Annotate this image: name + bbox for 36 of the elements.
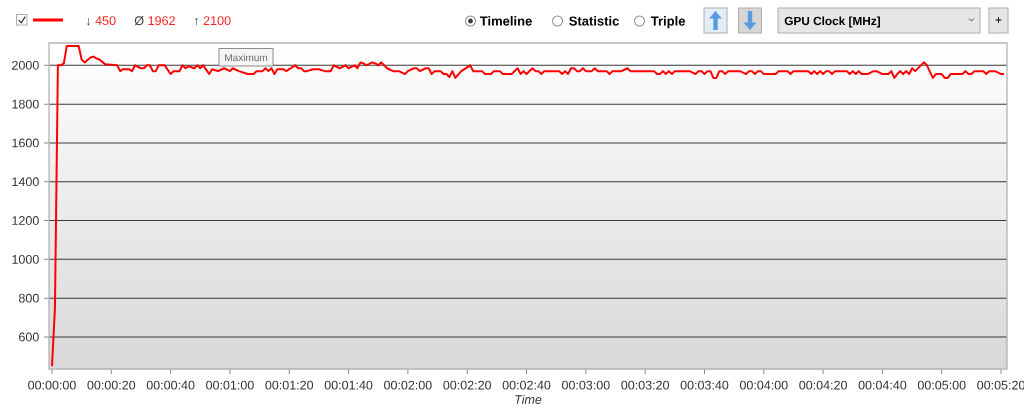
x-tick-label: 00:01:00 [206, 380, 254, 390]
x-tick-label: 00:00:20 [87, 380, 136, 390]
y-tick-label: 1400 [12, 177, 39, 187]
x-tick-label: 00:00:40 [146, 380, 195, 390]
y-tick-label: 1800 [12, 99, 39, 109]
y-tick-label: 600 [19, 332, 39, 342]
x-tick-label: 00:05:20 [977, 380, 1024, 390]
line-series [50, 44, 1006, 368]
text: Triple [650, 16, 686, 29]
x-tick-label: 00:03:40 [680, 380, 729, 390]
x-tick-label: 00:05:00 [917, 380, 966, 390]
x-tick-label: 00:01:20 [265, 380, 314, 390]
y-tick-label: 1200 [12, 216, 39, 225]
x-tick-label: 00:01:40 [324, 380, 373, 390]
x-tick-label: 00:02:40 [502, 380, 551, 390]
y-tick-label: 1000 [12, 254, 39, 264]
x-tick-label: 00:03:00 [561, 380, 610, 390]
text: Timeline [479, 16, 532, 26]
x-tick-label: 00:02:20 [443, 380, 492, 390]
text: ↑ 2100 [194, 16, 231, 26]
y-tick-label: 800 [18, 293, 39, 303]
x-tick-label: 00:00:00 [28, 380, 76, 390]
x-tick-label: 00:04:40 [858, 380, 907, 390]
x-tick-label: 00:04:20 [799, 380, 847, 390]
x-axis-title: Time [515, 394, 542, 404]
text: + [995, 17, 1002, 23]
x-tick-label: 00:02:00 [384, 380, 432, 390]
x-tick-label: 00:04:00 [739, 380, 788, 390]
annotation: Maximum [225, 53, 268, 62]
text: Statistic [569, 16, 619, 26]
chart-title: GPU Clock [MHz] [784, 16, 880, 28]
text: Ø 1962 [134, 15, 175, 26]
y-tick-label: 2000 [12, 60, 39, 70]
text: ↓ 450 [86, 16, 116, 26]
y-tick-label: 1600 [12, 138, 39, 148]
x-tick-label: 00:03:20 [621, 380, 669, 390]
